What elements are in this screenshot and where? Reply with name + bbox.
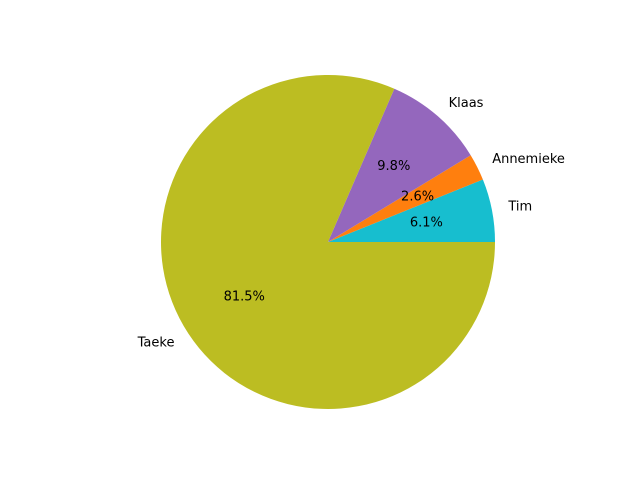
pie-labels: Tim 6.1% Annemieke 2.6% Klaas 9.8% Taeke 81.5%	[137, 96, 565, 350]
slice-percent-tim: 6.1%	[410, 215, 443, 230]
slice-label-klaas: Klaas	[449, 96, 484, 111]
slice-percent-annemieke: 2.6%	[401, 190, 434, 205]
slice-label-tim: Tim	[507, 200, 532, 215]
pie-slice-tim	[328, 179, 496, 242]
slice-label-annemieke: Annemieke	[492, 152, 565, 167]
slice-percent-taeke: 81.5%	[224, 290, 265, 305]
pie-slice-annemieke	[328, 155, 483, 242]
pie-slice-taeke	[161, 75, 496, 409]
slice-label-taeke: Taeke	[137, 335, 175, 350]
pie-slices	[161, 75, 496, 409]
pie-slice-klaas	[328, 88, 471, 242]
slice-percent-klaas: 9.8%	[377, 159, 410, 174]
